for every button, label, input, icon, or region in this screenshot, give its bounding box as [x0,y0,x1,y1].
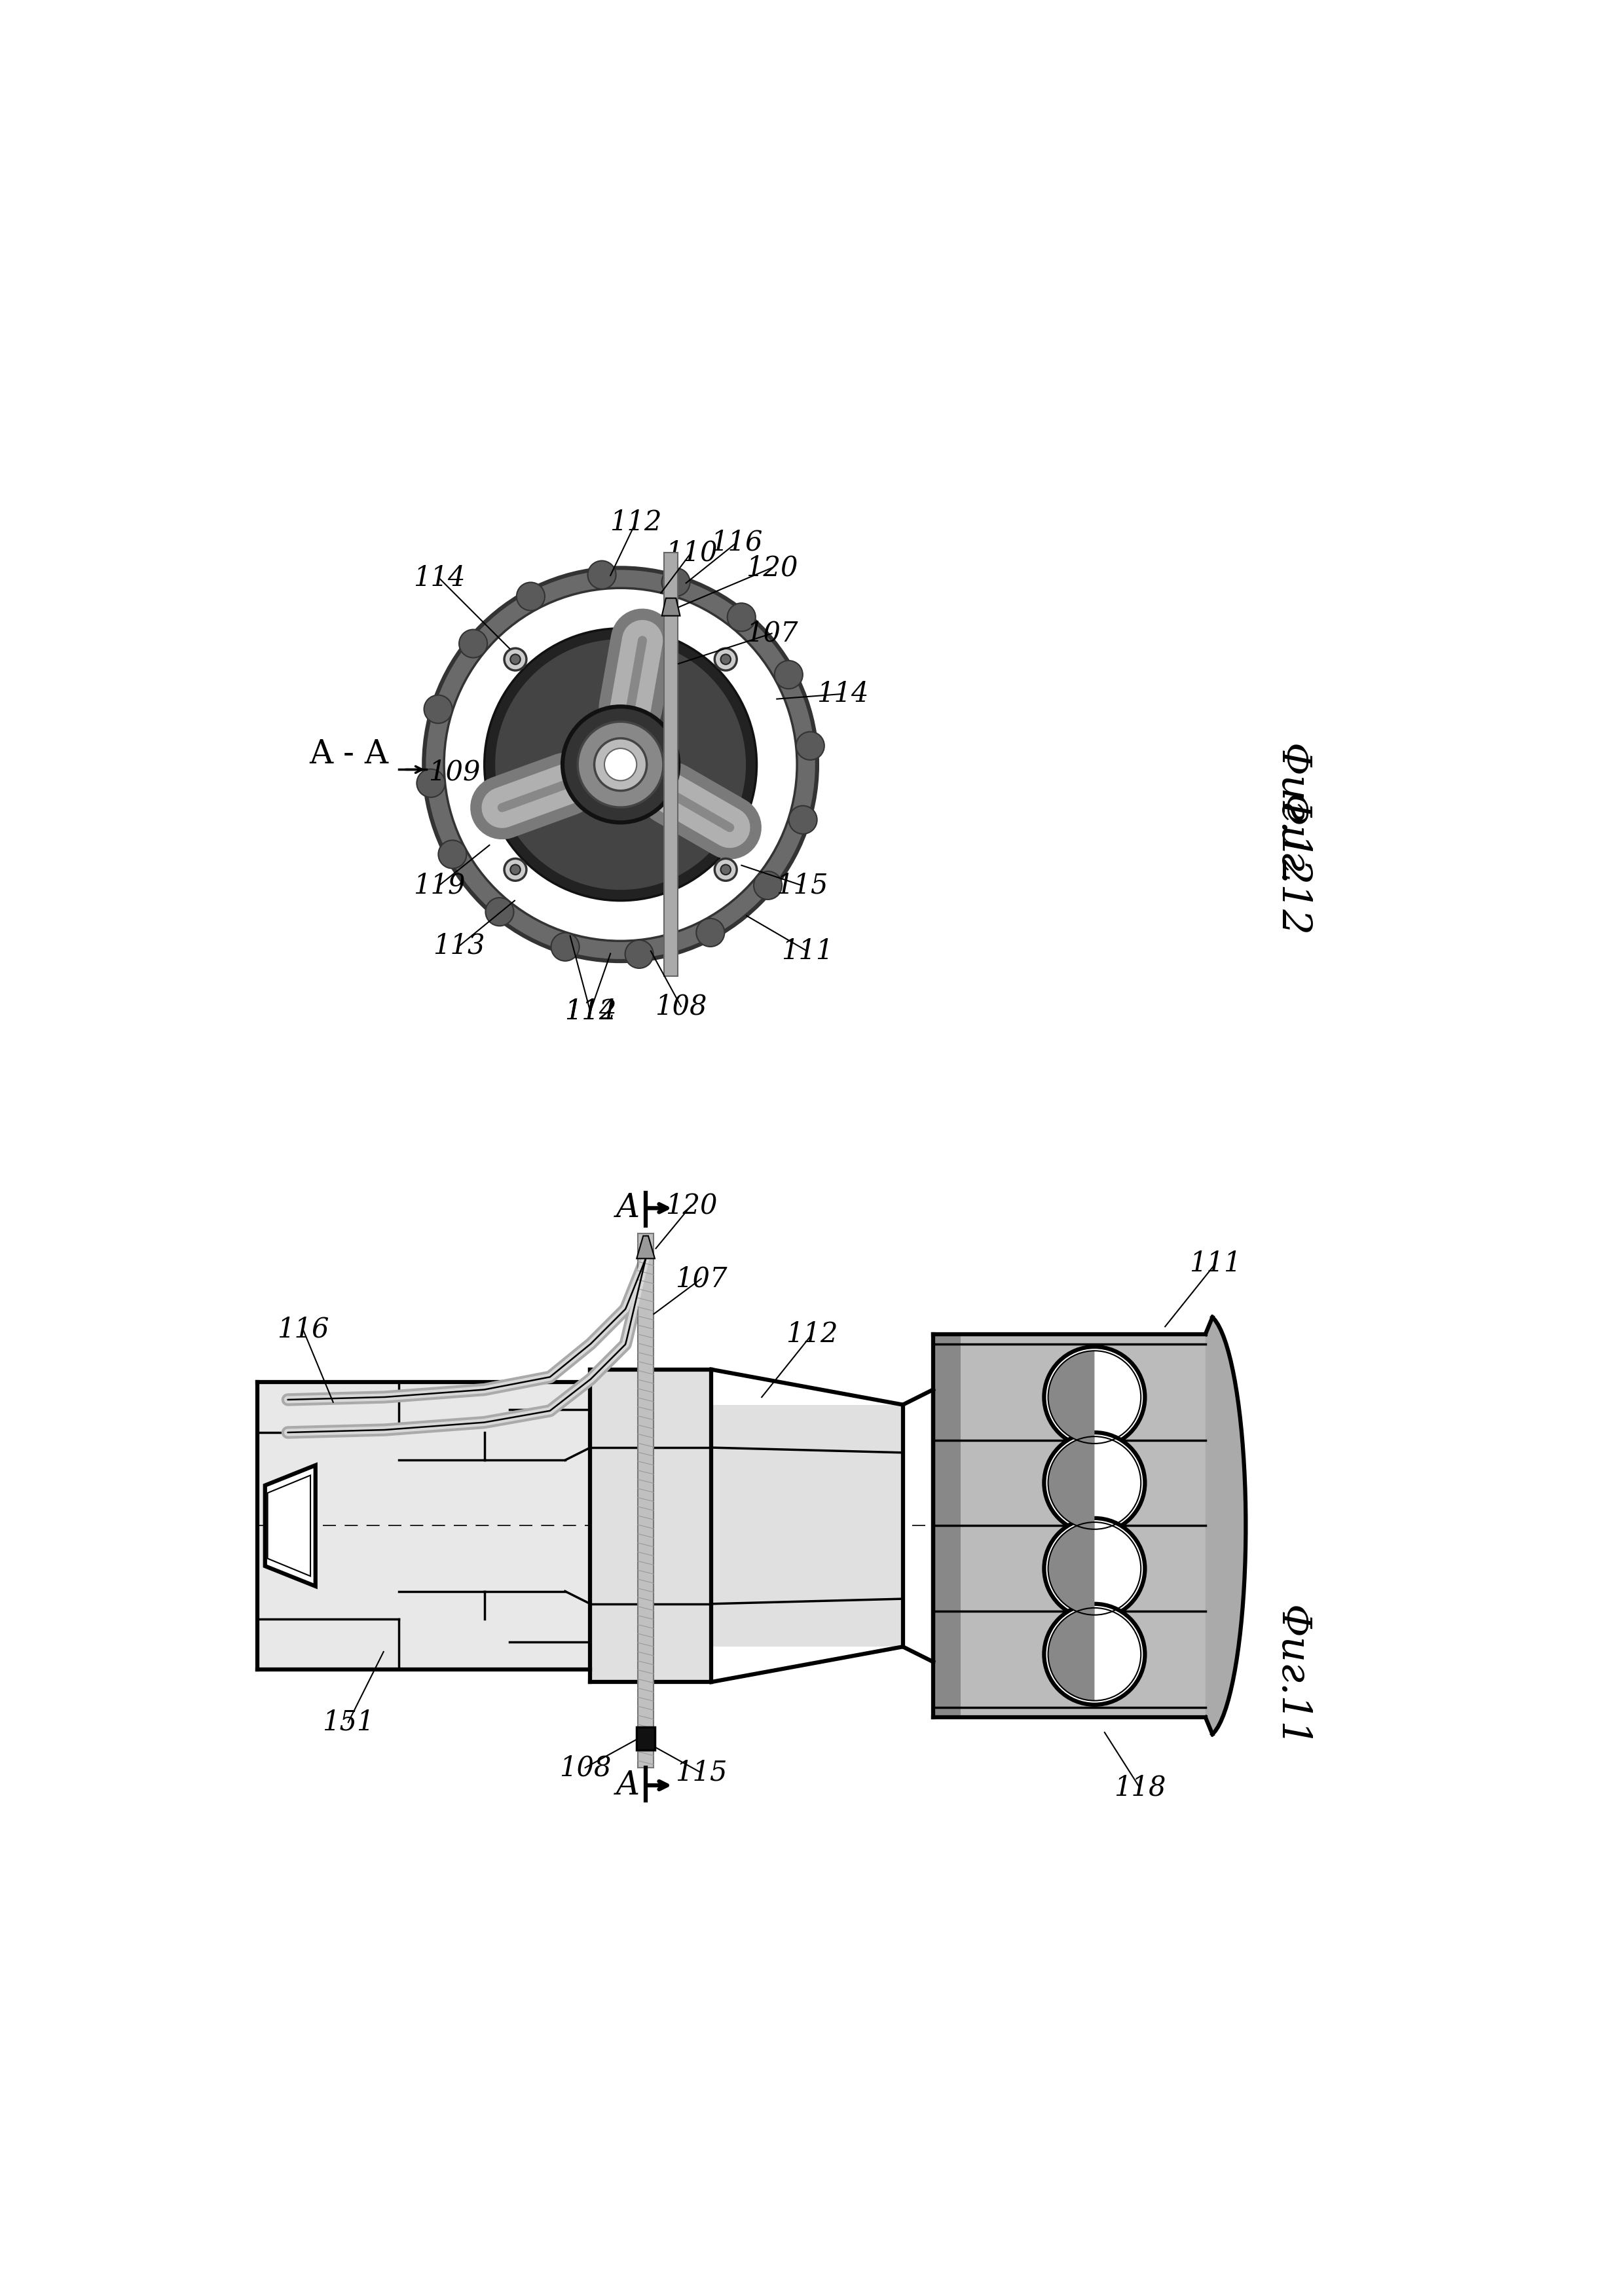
Circle shape [484,629,757,900]
Text: 114: 114 [817,680,869,707]
Wedge shape [1047,1607,1095,1701]
Circle shape [721,866,731,875]
Circle shape [715,859,737,882]
Text: A: A [615,1192,640,1224]
Circle shape [510,866,520,875]
Circle shape [578,721,663,808]
Bar [711,1405,903,1646]
Bar [637,1727,654,1750]
Text: 118: 118 [1114,1775,1166,1802]
Circle shape [562,707,679,822]
Text: 113: 113 [434,932,486,960]
Circle shape [1044,1433,1145,1534]
Polygon shape [663,599,680,615]
Circle shape [424,696,451,723]
Circle shape [516,583,544,611]
Polygon shape [1205,1318,1246,1733]
Circle shape [728,604,755,631]
Text: Фиг.12: Фиг.12 [1272,744,1311,886]
Text: 112: 112 [786,1320,838,1348]
Text: 112: 112 [609,510,661,537]
Circle shape [1044,1605,1145,1704]
Circle shape [424,567,817,962]
Text: 116: 116 [710,528,763,556]
Circle shape [460,629,487,657]
Circle shape [1044,1518,1145,1619]
Circle shape [604,748,637,781]
Circle shape [505,647,526,670]
Circle shape [789,806,817,833]
Circle shape [510,654,520,664]
Polygon shape [468,590,775,937]
Circle shape [715,647,737,670]
Circle shape [796,732,825,760]
Text: Фиг.12: Фиг.12 [1272,794,1311,937]
Text: 119: 119 [412,872,464,900]
Circle shape [594,739,646,790]
Circle shape [754,870,783,900]
Circle shape [486,898,513,925]
Wedge shape [1047,1522,1095,1614]
Wedge shape [1047,1350,1095,1444]
Text: 114: 114 [412,565,464,592]
Text: 116: 116 [276,1316,330,1343]
Bar [590,1368,711,1683]
Text: 108: 108 [654,992,706,1019]
Text: 151: 151 [322,1708,374,1736]
Circle shape [494,638,747,891]
Bar [664,553,677,976]
Circle shape [505,859,526,882]
Text: 107: 107 [745,620,797,647]
Text: 108: 108 [559,1754,611,1782]
Text: 109: 109 [429,758,481,785]
Text: 112: 112 [564,999,615,1026]
Text: 120: 120 [745,553,797,581]
Polygon shape [443,606,797,921]
Polygon shape [265,1465,315,1587]
Circle shape [551,932,580,962]
Circle shape [438,840,466,868]
Text: 120: 120 [666,1192,718,1219]
Circle shape [721,654,731,664]
Text: 111: 111 [781,937,833,964]
Bar [258,1382,590,1669]
Text: 114: 114 [564,999,615,1026]
Text: A - A: A - A [309,739,388,771]
Text: 111: 111 [1189,1249,1241,1277]
Text: 107: 107 [676,1265,728,1293]
Circle shape [443,588,797,941]
Circle shape [661,567,690,597]
Text: Фиг.11: Фиг.11 [1272,1605,1311,1747]
Wedge shape [1047,1437,1095,1529]
Bar [934,1334,961,1717]
Text: 115: 115 [676,1759,728,1786]
Circle shape [417,769,445,797]
Bar [638,1233,654,1768]
Circle shape [588,560,615,590]
Text: 110: 110 [666,540,718,567]
Bar [934,1334,1205,1717]
Polygon shape [637,1235,654,1258]
Circle shape [775,661,802,689]
Circle shape [1044,1348,1145,1446]
Circle shape [625,939,653,969]
Circle shape [697,918,724,946]
Text: 115: 115 [776,872,828,900]
Text: A: A [615,1770,640,1802]
